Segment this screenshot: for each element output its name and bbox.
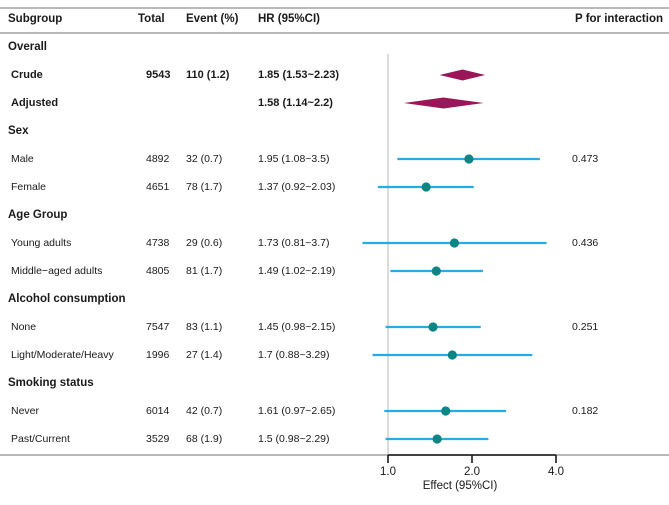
row-label: Never (11, 405, 40, 417)
row-total: 4651 (146, 181, 170, 193)
row-label: Young adults (11, 237, 72, 249)
point-estimate-marker (449, 238, 460, 248)
row-pvalue: 0.436 (572, 237, 599, 249)
point-estimate-marker (447, 350, 457, 360)
row-hr: 1.49 (1.02~2.19) (258, 265, 336, 277)
axis-tick-label: 4.0 (548, 466, 564, 478)
row-total: 7547 (146, 321, 170, 333)
row-hr: 1.7 (0.88~3.29) (258, 349, 330, 361)
row-pvalue: 0.182 (572, 405, 599, 417)
row-label: Smoking status (8, 377, 94, 389)
row-label: Overall (8, 41, 47, 53)
row-event: 42 (0.7) (186, 405, 223, 417)
row-label: Female (11, 181, 47, 193)
row-pvalue: 0.473 (572, 153, 599, 165)
row-total: 4805 (146, 265, 170, 277)
axis-tick-label: 1.0 (380, 466, 396, 478)
row-hr: 1.37 (0.92~2.03) (258, 181, 336, 193)
row-total: 4738 (146, 237, 170, 249)
row-event: 78 (1.7) (186, 181, 223, 193)
point-estimate-marker (464, 154, 474, 164)
summary-diamond (439, 69, 486, 81)
row-label: Sex (8, 125, 29, 137)
point-estimate-marker (441, 406, 451, 416)
row-label: Crude (11, 69, 43, 81)
row-label: Past/Current (11, 433, 70, 445)
axis-title: Effect (95%CI) (422, 480, 498, 492)
row-label: Light/Moderate/Heavy (11, 349, 114, 361)
row-event: 27 (1.4) (186, 349, 223, 361)
row-event: 83 (1.1) (186, 321, 223, 333)
axis-tick-label: 2.0 (464, 466, 480, 478)
column-header-hr: HR (95%CI) (258, 13, 320, 25)
column-header-subgroup: Subgroup (8, 13, 63, 25)
row-label: None (11, 321, 37, 333)
row-event: 110 (1.2) (186, 69, 230, 81)
point-estimate-marker (428, 322, 438, 332)
row-label: Middle−aged adults (11, 265, 103, 277)
rule-header-bottom (0, 32, 669, 34)
row-label: Alcohol consumption (8, 293, 126, 305)
row-hr: 1.73 (0.81~3.7) (258, 237, 330, 249)
point-estimate-marker (431, 266, 441, 276)
row-hr: 1.5 (0.98~2.29) (258, 433, 330, 445)
row-hr: 1.61 (0.97~2.65) (258, 405, 336, 417)
row-hr: 1.45 (0.98~2.15) (258, 321, 336, 333)
row-event: 81 (1.7) (186, 265, 223, 277)
row-event: 32 (0.7) (186, 153, 223, 165)
column-header-total: Total (138, 13, 165, 25)
row-label: Age Group (8, 209, 68, 221)
point-estimate-marker (432, 434, 442, 444)
row-hr: 1.58 (1.14~2.2) (258, 97, 333, 109)
point-estimate-marker (421, 182, 431, 192)
row-total: 1996 (146, 349, 170, 361)
column-header-event: Event (%) (186, 13, 239, 25)
row-label: Adjusted (11, 97, 59, 109)
rule-table-bottom (0, 454, 669, 456)
row-label: Male (11, 153, 34, 165)
row-total: 6014 (146, 405, 170, 417)
rule-top (0, 7, 669, 9)
row-total: 9543 (146, 69, 171, 81)
summary-diamond (403, 97, 484, 109)
row-pvalue: 0.251 (572, 321, 599, 333)
row-hr: 1.85 (1.53~2.23) (258, 69, 340, 81)
column-header-p-interaction: P for interaction (575, 13, 663, 25)
row-hr: 1.95 (1.08~3.5) (258, 153, 330, 165)
row-total: 4892 (146, 153, 170, 165)
row-event: 68 (1.9) (186, 433, 223, 445)
row-event: 29 (0.6) (186, 237, 223, 249)
row-total: 3529 (146, 433, 170, 445)
